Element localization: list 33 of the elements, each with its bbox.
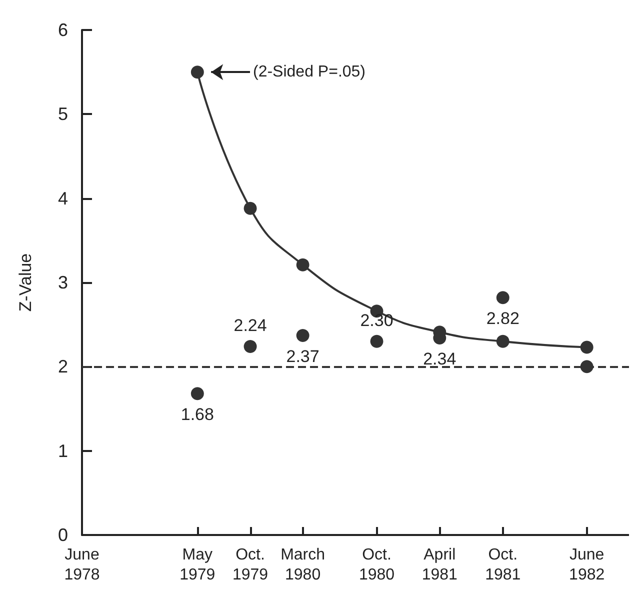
x-tick-label: Oct. 1979	[232, 546, 268, 584]
y-tick-label: 2	[58, 356, 68, 377]
point	[244, 202, 257, 215]
x-tick-label: Oct. 1980	[358, 546, 395, 584]
x-tick-label: June 1982	[569, 546, 605, 584]
data-label: 1.68	[180, 405, 214, 424]
y-axis-title: Z-Value	[16, 253, 35, 312]
point	[370, 334, 384, 348]
data-label: 2.37	[286, 347, 320, 366]
x-tick-label: June 1978	[64, 546, 100, 584]
y-tick-label: 1	[58, 440, 68, 461]
point	[580, 340, 594, 354]
x-tick-label: Oct. 1981	[485, 546, 521, 584]
x-tick-label: May 1979	[180, 546, 216, 584]
x-tick-label: April 1981	[422, 546, 458, 584]
point	[244, 340, 257, 353]
point	[496, 291, 510, 304]
point	[296, 329, 310, 342]
y-tick-label: 0	[58, 525, 68, 545]
data-label: 2.34	[423, 350, 456, 369]
x-tick-label: March 1980	[280, 546, 326, 584]
y-tick-label: 3	[58, 272, 68, 292]
y-tick-label: 4	[58, 188, 68, 208]
data-label: 2.30	[360, 310, 394, 330]
annotation: (2-Sided P=.05)	[253, 64, 366, 81]
y-tick-label: 5	[58, 104, 68, 124]
point	[296, 258, 310, 272]
y-tick-label: 6	[58, 20, 68, 40]
point	[190, 387, 204, 400]
data-label: 2.24	[234, 316, 267, 335]
data-label: 2.82	[486, 309, 520, 328]
point	[496, 334, 510, 348]
point	[190, 66, 204, 79]
